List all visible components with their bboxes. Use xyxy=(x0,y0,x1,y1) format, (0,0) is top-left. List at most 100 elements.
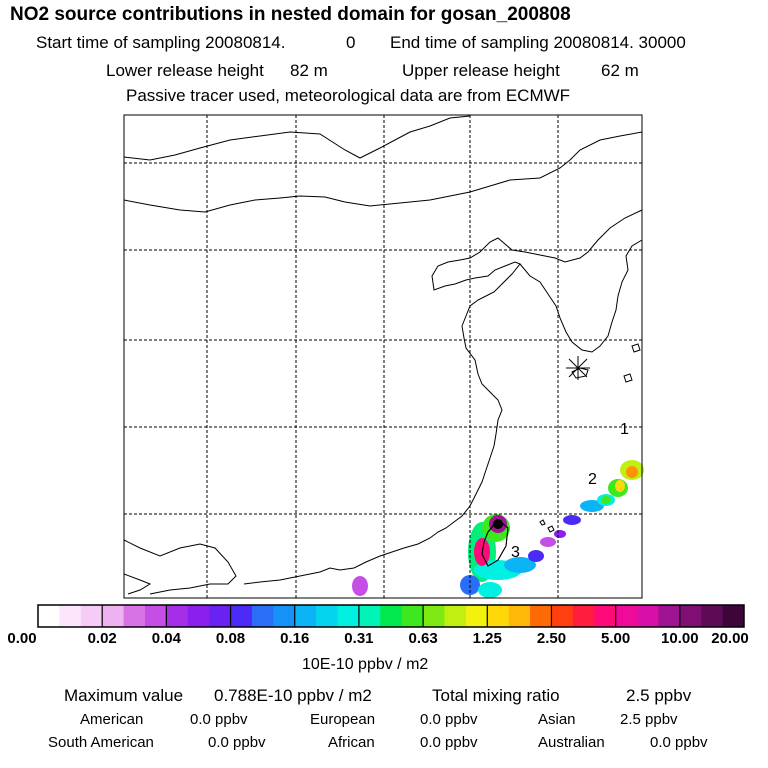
plume-cell xyxy=(352,576,368,596)
upper-height-label: Upper release height xyxy=(402,61,560,80)
plot-frame xyxy=(123,114,643,599)
plume-cell xyxy=(580,500,604,512)
colorbar-cell xyxy=(102,605,124,627)
colorbar-tick-label: 0.16 xyxy=(280,630,310,647)
island-ryukyu xyxy=(547,525,555,533)
plume-cell xyxy=(504,557,536,573)
colorbar-cell xyxy=(444,605,467,627)
region-name: European xyxy=(310,711,376,728)
colorbar-cell xyxy=(316,605,338,627)
coastline-korea-north xyxy=(431,209,643,297)
total-mixing-value: 2.5 ppbv xyxy=(626,686,692,705)
start-time-value: 0 xyxy=(346,33,356,52)
coastline-china-north xyxy=(123,115,471,161)
region-name: Asian xyxy=(538,711,576,728)
plume-cell xyxy=(528,550,544,562)
colorbar-cell xyxy=(530,605,552,627)
region-value: 0.0 ppbv xyxy=(190,711,248,728)
colorbar-cell xyxy=(423,605,445,627)
plume-cell xyxy=(554,530,566,538)
annotation-label: 1 xyxy=(620,421,629,438)
colorbar-tick-label: 0.31 xyxy=(344,630,374,647)
region-name: South American xyxy=(48,734,154,751)
colorbar-cell xyxy=(166,605,189,627)
colorbar-cell xyxy=(722,605,745,627)
coastline-hainan xyxy=(123,573,152,595)
colorbar-tick-label: 10.00 xyxy=(661,630,699,647)
colorbar-cell xyxy=(637,605,659,627)
max-value: 0.788E-10 ppbv / m2 xyxy=(214,686,372,705)
region-name: American xyxy=(80,711,144,728)
colorbar-cell xyxy=(551,605,574,627)
total-mixing-label: Total mixing ratio xyxy=(432,686,560,705)
station-marker-icon xyxy=(566,356,590,380)
colorbar-unit: 10E-10 ppbv / m2 xyxy=(302,656,429,673)
colorbar-tick-label: 0.63 xyxy=(408,630,438,647)
region-value: 0.0 ppbv xyxy=(420,734,478,751)
colorbar-cell xyxy=(508,605,531,627)
region-name: African xyxy=(328,734,375,751)
region-value: 2.5 ppbv xyxy=(620,711,678,728)
island-japan-2 xyxy=(623,373,633,383)
plume-cell xyxy=(478,582,502,598)
plume-layer xyxy=(352,460,644,598)
colorbar-cell xyxy=(572,605,595,627)
colorbar-tick-label: 1.25 xyxy=(472,630,502,647)
region-value: 0.0 ppbv xyxy=(208,734,266,751)
colorbar-tick-label: 0.08 xyxy=(215,630,246,647)
colorbar-cell xyxy=(80,605,103,627)
colorbar-frame xyxy=(37,604,745,628)
island-japan-1 xyxy=(631,343,641,353)
colorbar xyxy=(37,604,745,628)
colorbar-cell xyxy=(487,605,510,627)
chart-title: NO2 source contributions in nested domai… xyxy=(10,4,571,25)
max-value-label: Maximum value xyxy=(64,686,184,705)
region-value: 0.0 ppbv xyxy=(420,711,478,728)
region-value: 0.0 ppbv xyxy=(650,734,708,751)
upper-height-value: 62 m xyxy=(601,61,639,80)
annotation-label: 3 xyxy=(511,544,520,561)
colorbar-cell xyxy=(615,605,638,627)
island-ryukyu-2 xyxy=(539,519,546,526)
end-time-label: End time of sampling 20080814. 30000 xyxy=(390,33,686,52)
colorbar-cell xyxy=(230,605,253,627)
colorbar-cell xyxy=(380,605,403,627)
lower-height-label: Lower release height xyxy=(106,61,264,80)
colorbar-cell xyxy=(465,605,488,627)
coastline-china-east xyxy=(243,295,503,585)
coastline-layer xyxy=(123,115,643,595)
colorbar-cell xyxy=(658,605,681,627)
coastline-southwest xyxy=(123,539,237,595)
coastline-china-mid xyxy=(123,131,643,213)
annotation-layer: 1 2 3 xyxy=(511,421,629,561)
colorbar-cell xyxy=(59,605,82,627)
colorbar-tick-label: 2.50 xyxy=(536,630,567,647)
colorbar-cell xyxy=(701,605,724,627)
plume-cell xyxy=(626,466,638,478)
colorbar-tick-label: 5.00 xyxy=(601,630,631,647)
plume-cell xyxy=(540,537,556,547)
region-name: Australian xyxy=(538,734,605,751)
colorbar-cell xyxy=(594,605,617,627)
lower-height-value: 82 m xyxy=(290,61,328,80)
annotation-label: 2 xyxy=(588,471,597,488)
colorbar-cell xyxy=(358,605,381,627)
colorbar-cell xyxy=(679,605,702,627)
colorbar-cell xyxy=(209,605,231,627)
plume-cell xyxy=(563,515,581,525)
colorbar-cell xyxy=(337,605,360,627)
colorbar-cell xyxy=(123,605,146,627)
colorbar-tick-label: 0.04 xyxy=(151,630,181,647)
tracer-note: Passive tracer used, meteorological data… xyxy=(126,86,571,105)
start-time-label: Start time of sampling 20080814. xyxy=(36,33,286,52)
island-taiwan-overlay xyxy=(481,519,509,567)
colorbar-cell xyxy=(251,605,274,627)
colorbar-cell xyxy=(294,605,317,627)
colorbar-cell xyxy=(273,605,296,627)
colorbar-cell xyxy=(401,605,424,627)
colorbar-cell xyxy=(38,605,60,627)
plume-cell xyxy=(601,496,611,504)
grid-layer xyxy=(124,115,642,598)
coastline-korea-peninsula xyxy=(519,239,643,353)
